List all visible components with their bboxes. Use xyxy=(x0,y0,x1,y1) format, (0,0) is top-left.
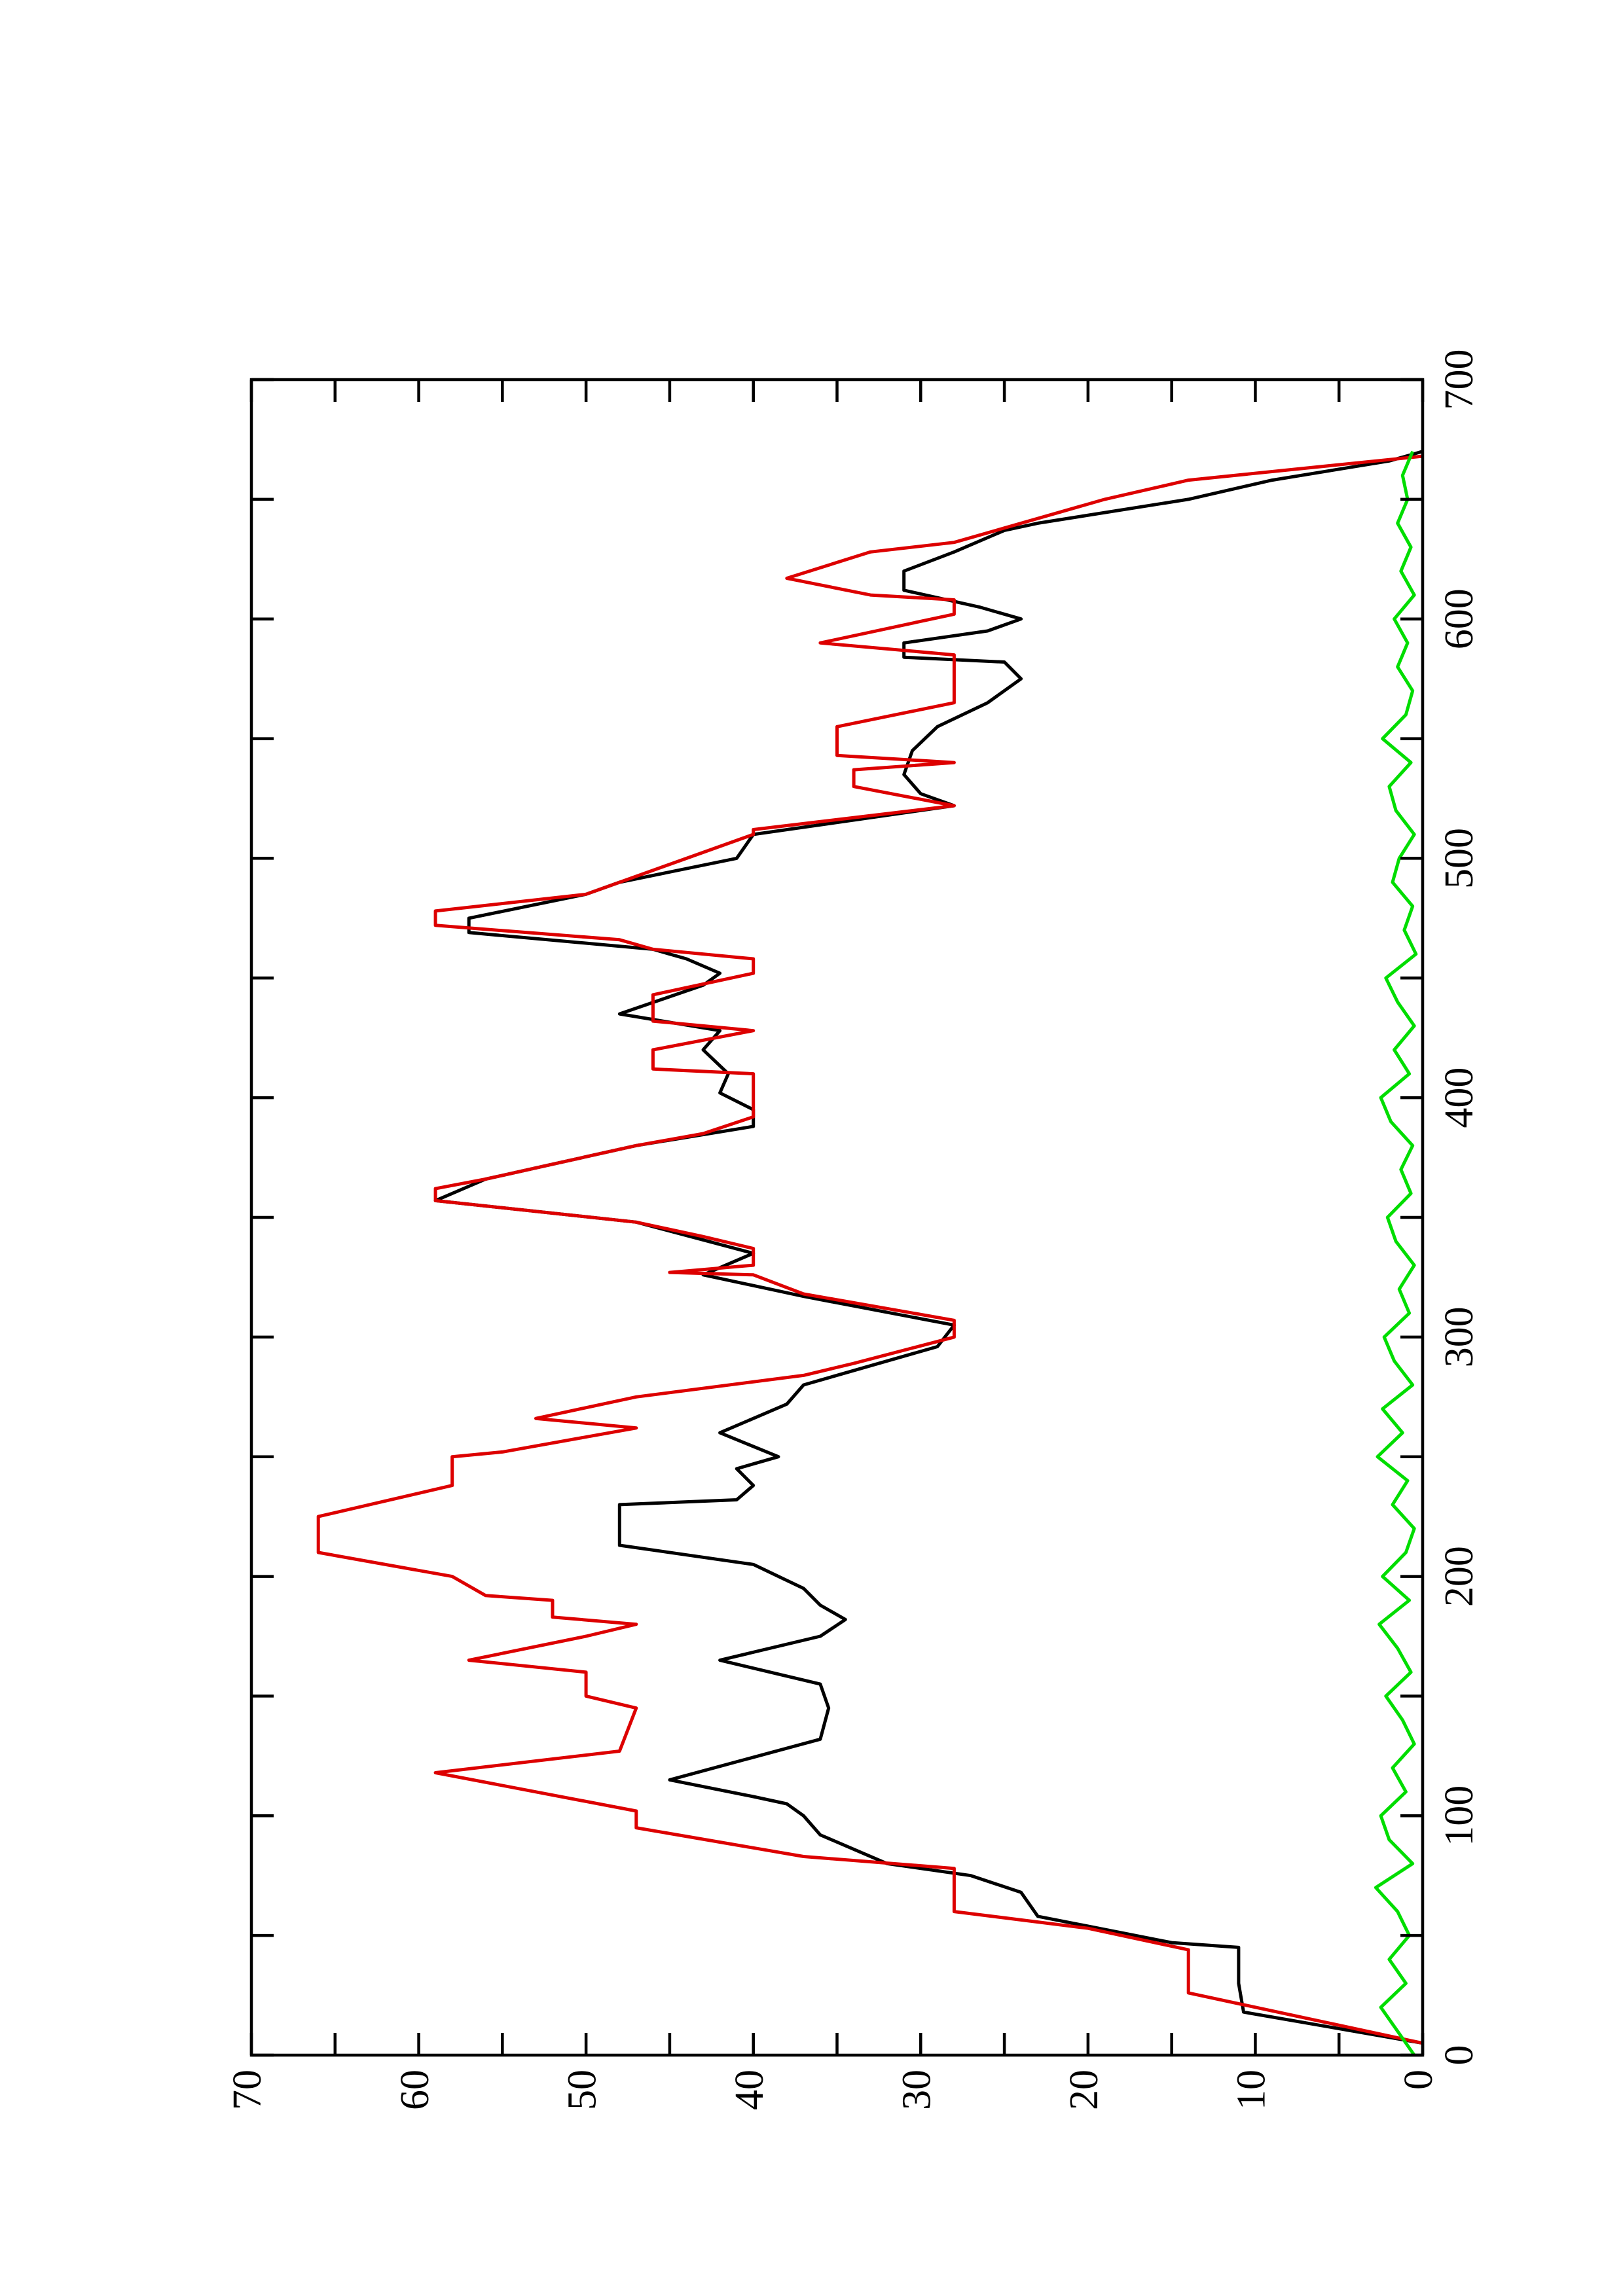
y-tick-label: 40 xyxy=(727,2070,772,2110)
y-tick-label: 70 xyxy=(225,2070,270,2110)
x-tick-label: 600 xyxy=(1437,588,1482,649)
y-tick-label: 0 xyxy=(1396,2070,1441,2090)
plot-area: 0 100 200 300 400 500 600 700 0 10 20 30 40 50 60 70 xyxy=(225,350,1482,2111)
y-tick-label: 30 xyxy=(895,2070,939,2110)
x-tick-label: 400 xyxy=(1437,1067,1482,1128)
x-tick-label: 300 xyxy=(1437,1306,1482,1367)
y-tick-label: 50 xyxy=(560,2070,604,2110)
y-tick-label: 60 xyxy=(393,2070,437,2110)
data-line xyxy=(1374,450,1418,2056)
plot-frame xyxy=(249,378,1425,2057)
x-tick-label: 700 xyxy=(1437,350,1482,410)
y-tick-label: 10 xyxy=(1230,2070,1274,2110)
y-tick-label: 20 xyxy=(1062,2070,1106,2110)
data-line xyxy=(316,454,1423,2045)
x-tick-label: 200 xyxy=(1437,1546,1482,1607)
x-tick-label: 0 xyxy=(1437,2045,1482,2066)
x-tick-label: 100 xyxy=(1437,1785,1482,1846)
data-line xyxy=(433,450,1423,2045)
x-tick-label: 500 xyxy=(1437,828,1482,889)
